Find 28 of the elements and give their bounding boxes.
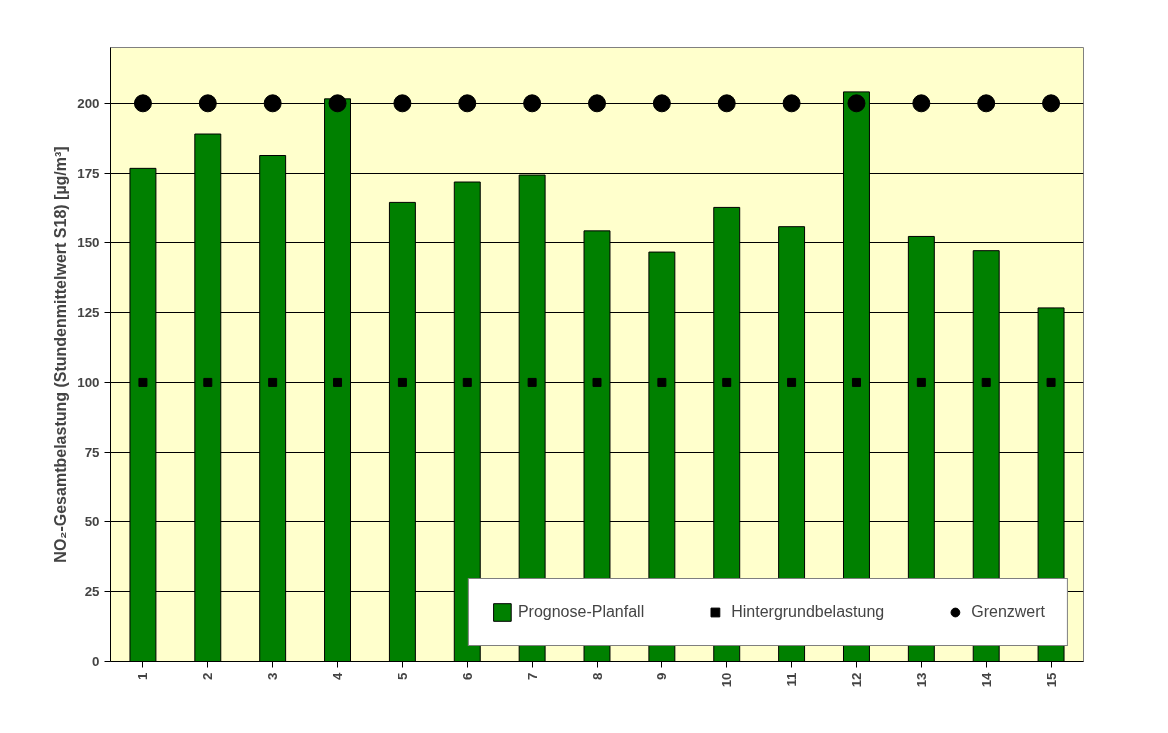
x-tick-label: 15 (1043, 671, 1059, 688)
x-tick-label: 7 (524, 672, 540, 680)
x-tick-label: 6 (459, 672, 475, 680)
x-tick-label: 9 (654, 672, 670, 680)
legend-label: Grenzwert (971, 603, 1045, 621)
x-tick-label: 10 (719, 672, 735, 688)
y-tick-label: 175 (77, 165, 101, 181)
y-axis-title: NO₂-Gesamtbelastung (Stundenmittelwert S18) [µg/m³] (52, 146, 70, 563)
y-tick-label: 25 (84, 584, 101, 600)
x-tick-label: 3 (265, 672, 281, 680)
x-tick-label: 2 (200, 672, 216, 680)
y-tick-label: 75 (84, 444, 101, 460)
y-tick-label: 200 (77, 95, 100, 111)
x-tick-label: 4 (330, 671, 346, 680)
x-tick-label: 14 (978, 671, 994, 688)
legend-label: Prognose-Planfall (517, 603, 645, 621)
x-tick-label: 1 (135, 671, 151, 680)
legend-label: Hintergrundbelastung (731, 603, 885, 621)
y-tick-label: 100 (77, 374, 100, 390)
x-tick-label: 13 (913, 672, 929, 688)
x-tick-label: 8 (589, 672, 605, 680)
x-tick-label: 11 (784, 671, 800, 687)
y-tick-label: 50 (84, 514, 100, 530)
x-tick-label: 5 (394, 671, 410, 680)
x-tick-label: 12 (848, 672, 864, 688)
y-tick-label: 150 (77, 235, 100, 251)
y-tick-label: 125 (77, 305, 101, 321)
y-tick-label: 0 (92, 654, 100, 669)
